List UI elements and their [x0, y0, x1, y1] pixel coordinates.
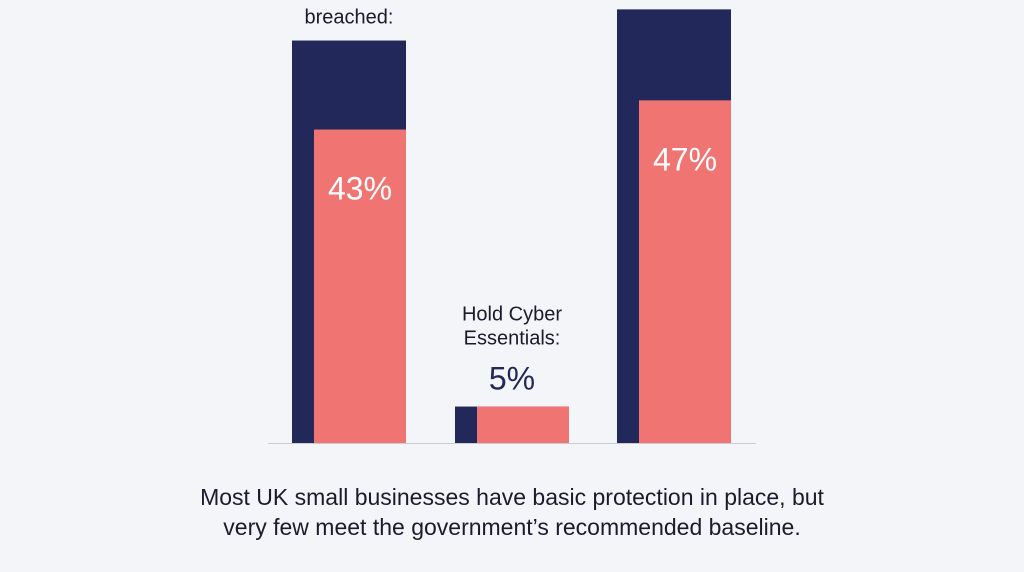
category-label-2-line-1: Hold Cyber [462, 304, 562, 326]
caption-line-1: Most UK small businesses have basic prot… [200, 484, 824, 510]
category-label-1-line-1: Businesses [298, 0, 400, 5]
category-label-1-line-2: breached: [305, 7, 394, 29]
value-label-3: 47% [653, 141, 717, 177]
caption-line-2: very few meet the government’s recommend… [223, 514, 801, 540]
value-label-2: 5% [489, 361, 535, 397]
bar-2 [477, 406, 569, 443]
bar-1 [314, 129, 406, 443]
value-label-1: 43% [328, 171, 392, 207]
category-label-2-line-2: Essentials: [464, 328, 561, 350]
chart-caption: Most UK small businesses have basic prot… [0, 482, 1024, 542]
bar-3 [639, 100, 731, 444]
